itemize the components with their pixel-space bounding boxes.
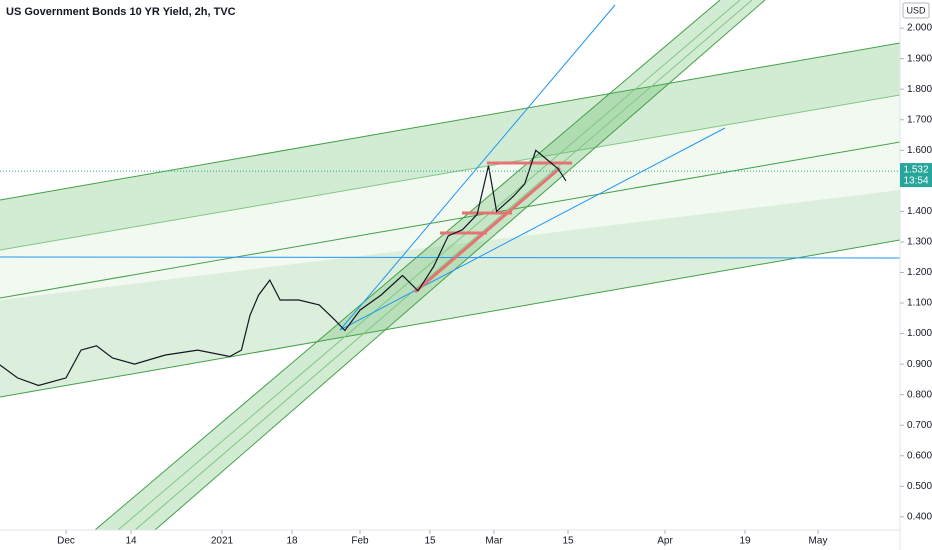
channel-band — [0, 43, 900, 250]
y-tick-label: 0.800 — [907, 389, 932, 400]
price-line — [0, 149, 567, 387]
y-tick-label: 1.600 — [907, 145, 932, 156]
channel-line — [94, 0, 721, 531]
channel-band — [0, 95, 900, 397]
y-tick-label: 1.000 — [907, 328, 932, 339]
last-price-box — [900, 163, 932, 188]
y-tick-label: 1.900 — [907, 53, 932, 64]
y-tick-label: 0.600 — [907, 450, 932, 461]
x-tick-label: 19 — [739, 536, 751, 547]
x-tick-label: Apr — [657, 536, 673, 547]
y-tick-label: 2.000 — [907, 23, 932, 34]
trend-line — [339, 127, 726, 331]
channel-line — [0, 94, 901, 251]
trend-line — [339, 4, 616, 331]
y-tick-label: 0.700 — [907, 420, 932, 431]
y-tick-label: 1.400 — [907, 206, 932, 217]
x-tick-label: Mar — [485, 536, 503, 547]
currency: USD — [906, 5, 926, 15]
y-tick-label: 1.700 — [907, 114, 932, 125]
x-tick-label: 15 — [562, 536, 574, 547]
y-tick-label: 1.300 — [907, 237, 932, 248]
countdown: 13:54 — [903, 176, 928, 187]
y-tick-label: 1.100 — [907, 298, 932, 309]
chart-title: US Government Bonds 10 YR Yield, 2h, TVC — [6, 6, 236, 18]
channel-line — [117, 0, 741, 531]
channel-line — [0, 141, 901, 299]
x-tick-label: 2021 — [211, 536, 234, 547]
x-tick-label: May — [809, 536, 828, 547]
channel-band — [0, 190, 900, 397]
y-tick-label: 0.500 — [907, 481, 932, 492]
last-price-label: 1.532 — [903, 165, 928, 176]
x-tick-label: Feb — [351, 536, 369, 547]
channel-line — [154, 0, 766, 531]
horizontal-line — [0, 256, 901, 259]
patterns — [414, 161, 572, 294]
x-tick-label: 15 — [424, 536, 436, 547]
x-tick-label: Dec — [57, 536, 75, 547]
y-tick-label: 0.400 — [907, 512, 932, 523]
channel-line — [134, 0, 753, 531]
y-tick-label: 1.200 — [907, 267, 932, 278]
x-tick-label: 14 — [125, 536, 137, 547]
x-tick-label: 18 — [286, 536, 298, 547]
y-tick-label: 1.800 — [907, 84, 932, 95]
drawings — [0, 0, 901, 531]
pattern-line — [414, 166, 561, 294]
price-axis — [900, 0, 932, 550]
channel-line — [0, 42, 901, 201]
channel-line — [0, 239, 901, 398]
y-tick-label: 0.900 — [907, 359, 932, 370]
currency-box — [902, 2, 930, 19]
